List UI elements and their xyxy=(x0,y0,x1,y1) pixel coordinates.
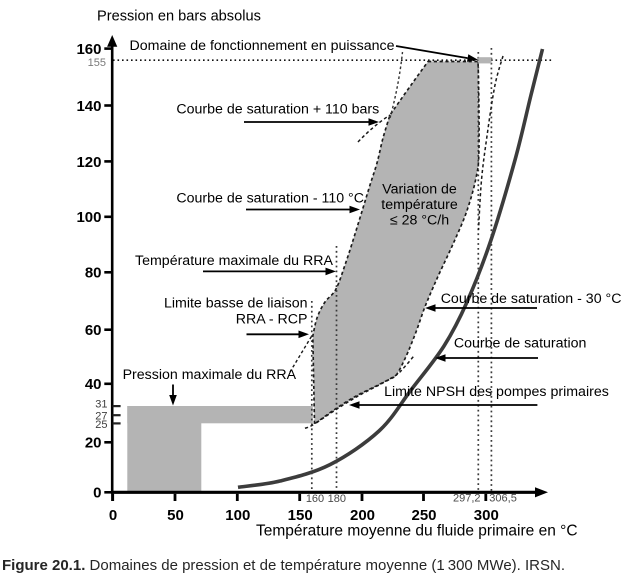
svg-text:100: 100 xyxy=(76,209,101,226)
svg-text:20: 20 xyxy=(85,435,102,452)
svg-text:31: 31 xyxy=(95,398,107,410)
svg-text:Figure 20.1. Domaines de press: Figure 20.1. Domaines de pression et de … xyxy=(2,557,565,574)
svg-text:Limite NPSH des pompes primair: Limite NPSH des pompes primaires xyxy=(384,384,609,400)
svg-text:Limite basse de liaison: Limite basse de liaison xyxy=(164,296,308,312)
svg-text:RRA - RCP: RRA - RCP xyxy=(236,311,308,327)
svg-text:40: 40 xyxy=(85,376,102,393)
svg-text:150: 150 xyxy=(288,507,313,524)
svg-text:250: 250 xyxy=(411,507,436,524)
svg-text:120: 120 xyxy=(76,154,101,171)
svg-text:50: 50 xyxy=(167,507,184,524)
svg-text:température: température xyxy=(381,197,458,213)
svg-text:160: 160 xyxy=(306,493,324,505)
svg-text:Courbe de saturation - 30 °C: Courbe de saturation - 30 °C xyxy=(441,291,622,307)
svg-text:Pression en bars absolus: Pression en bars absolus xyxy=(97,8,261,24)
svg-text:Température maximale du RRA: Température maximale du RRA xyxy=(135,253,333,269)
svg-text:80: 80 xyxy=(85,265,102,282)
svg-text:306,5: 306,5 xyxy=(489,493,517,505)
svg-text:300: 300 xyxy=(474,507,499,524)
svg-text:100: 100 xyxy=(225,507,250,524)
svg-text:Température moyenne du fluide: Température moyenne du fluide primaire e… xyxy=(256,523,578,540)
svg-text:180: 180 xyxy=(328,493,346,505)
svg-text:Pression maximale du RRA: Pression maximale du RRA xyxy=(123,367,297,383)
svg-text:160: 160 xyxy=(76,41,101,58)
svg-text:Variation de: Variation de xyxy=(382,181,457,197)
svg-text:0: 0 xyxy=(109,507,117,524)
svg-text:27: 27 xyxy=(95,410,107,422)
svg-text:Domaine de fonctionnement en p: Domaine de fonctionnement en puissance xyxy=(130,38,395,54)
svg-text:Courbe de saturation: Courbe de saturation xyxy=(454,336,587,352)
svg-text:Courbe de saturation + 110 bar: Courbe de saturation + 110 bars xyxy=(176,102,379,118)
svg-text:≤ 28 °C/h: ≤ 28 °C/h xyxy=(390,213,449,229)
svg-text:140: 140 xyxy=(76,98,101,115)
svg-text:297,2: 297,2 xyxy=(453,493,481,505)
svg-text:25: 25 xyxy=(95,419,107,431)
svg-text:155: 155 xyxy=(88,57,106,69)
svg-text:60: 60 xyxy=(85,322,102,339)
svg-text:0: 0 xyxy=(93,485,101,502)
svg-text:200: 200 xyxy=(350,507,375,524)
svg-text:Courbe de saturation - 110 °C: Courbe de saturation - 110 °C xyxy=(176,191,364,207)
